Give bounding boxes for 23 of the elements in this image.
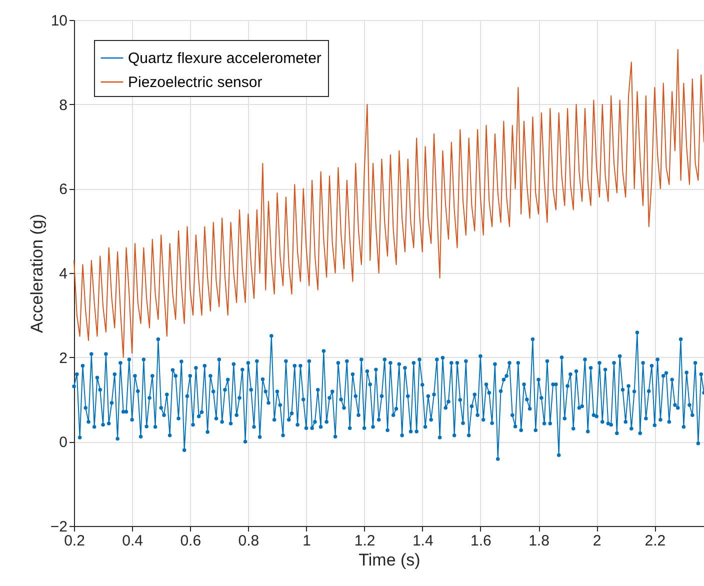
y-tick-label: −2 [50,518,68,536]
x-tick-label: 1 [302,532,311,550]
y-tick-label: 4 [59,266,68,282]
y-tick-label: 0 [59,434,68,452]
x-tick-label: 1.2 [354,532,376,550]
x-axis-title: Time (s) [358,550,420,570]
x-tick-label: 0.4 [122,532,143,550]
x-tick-label: 1.4 [412,532,434,550]
y-tick-label: 6 [59,181,68,198]
x-tick-label: 1.8 [528,532,550,550]
legend-label: Piezoelectric sensor [128,74,262,91]
x-tick-label: 0.8 [238,532,260,550]
x-tick-label: 2.2 [644,532,666,550]
y-tick-label: 8 [59,96,68,114]
x-tick-label: 2 [592,532,602,550]
x-tick-label: 1.6 [470,532,492,550]
line-series [74,49,704,358]
y-axis-title: Acceleration (g) [27,214,46,334]
y-tick-label: 10 [50,12,68,30]
x-tick-label: 0.6 [180,532,202,550]
x-tick-label: 0.2 [64,532,85,550]
y-tick-label: 2 [59,350,68,367]
legend-label: Quartz flexure accelerometer [128,50,322,67]
